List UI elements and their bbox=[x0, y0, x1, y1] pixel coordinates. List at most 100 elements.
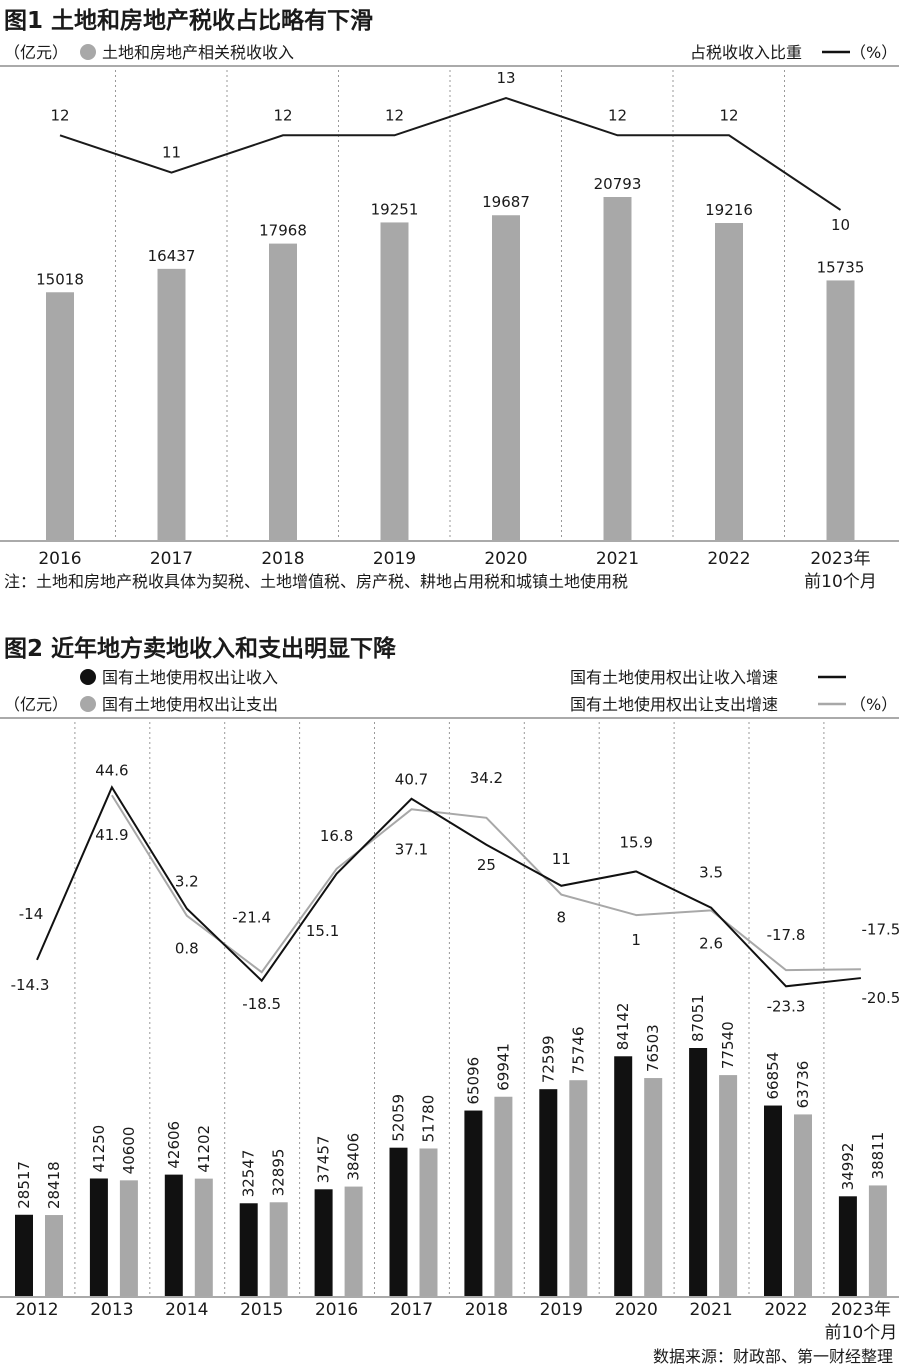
expense-bar-2019 bbox=[569, 1080, 588, 1296]
income-bar-label: 41250 bbox=[90, 1125, 108, 1173]
bar-2019 bbox=[380, 222, 409, 540]
x-tick-label: 2013 bbox=[90, 1300, 133, 1320]
line-label: 12 bbox=[385, 106, 404, 124]
bar-2020 bbox=[492, 215, 520, 540]
income-bar-label: 32547 bbox=[240, 1150, 258, 1198]
expense-bar-2012 bbox=[45, 1215, 63, 1296]
income-growth-label: 15.1 bbox=[306, 922, 339, 940]
x-tick-label: 2020 bbox=[615, 1300, 658, 1320]
bar-label: 19251 bbox=[371, 200, 419, 218]
income-bar-2014 bbox=[164, 1174, 183, 1296]
expense-growth-label: 8 bbox=[557, 909, 567, 927]
chart2-legend-income: 国有土地使用权出让收入 bbox=[102, 668, 278, 687]
income-growth-label: -20.5 bbox=[861, 989, 899, 1007]
income-growth-label: 40.7 bbox=[395, 771, 428, 789]
income-bar-label: 42606 bbox=[165, 1121, 183, 1169]
bar-label: 15018 bbox=[36, 270, 84, 288]
income-bar-2020 bbox=[614, 1056, 633, 1296]
expense-growth-label: -18.5 bbox=[242, 995, 281, 1013]
line-label: 12 bbox=[50, 106, 69, 124]
income-bar-2017 bbox=[389, 1147, 408, 1296]
income-bar-2013 bbox=[89, 1178, 108, 1296]
x-tick-label: 2019 bbox=[540, 1300, 583, 1320]
x-tick-sublabel: 前10个月 bbox=[825, 1323, 898, 1343]
legend-income-swatch bbox=[80, 669, 96, 685]
chart1-legend-line: 占税收收入比重 bbox=[690, 43, 802, 62]
x-tick-label: 2020 bbox=[484, 549, 527, 569]
chart1-unit-left: （亿元） bbox=[4, 43, 68, 62]
legend-bar-swatch bbox=[80, 44, 96, 60]
chart1-note: 注：土地和房地产税收具体为契税、土地增值税、房产税、耕地占用税和城镇土地使用税 bbox=[4, 572, 628, 591]
x-tick-label: 2022 bbox=[764, 1300, 807, 1320]
income-growth-label: 3.5 bbox=[699, 864, 723, 882]
income-growth-label: -23.3 bbox=[767, 997, 806, 1015]
expense-bar-2020 bbox=[644, 1078, 663, 1296]
income-growth-label: -14.3 bbox=[11, 976, 50, 994]
bar-2016 bbox=[46, 292, 74, 540]
bar-2021 bbox=[603, 197, 632, 540]
income-growth-label: 15.9 bbox=[619, 833, 652, 851]
income-bar-2012 bbox=[15, 1214, 33, 1296]
bar-label: 20793 bbox=[594, 175, 642, 193]
expense-bar-label: 38811 bbox=[869, 1132, 887, 1180]
x-tick-label: 2021 bbox=[596, 549, 639, 569]
x-tick-label: 2014 bbox=[165, 1300, 208, 1320]
line-label: 10 bbox=[831, 216, 850, 234]
income-bar-2019 bbox=[539, 1089, 558, 1296]
income-bar-label: 66854 bbox=[764, 1052, 782, 1100]
expense-bar-label: 76503 bbox=[644, 1024, 662, 1072]
income-growth-line bbox=[36, 785, 862, 988]
expense-bar-label: 75746 bbox=[569, 1026, 587, 1074]
expense-bar-label: 32895 bbox=[270, 1149, 288, 1197]
x-tick-sublabel: 前10个月 bbox=[804, 572, 877, 592]
expense-growth-label: 2.6 bbox=[699, 934, 723, 952]
expense-bar-2023年 bbox=[868, 1185, 887, 1296]
expense-growth-label: 34.2 bbox=[470, 769, 503, 787]
bar-label: 19216 bbox=[705, 201, 753, 219]
line-label: 12 bbox=[608, 106, 627, 124]
expense-growth-label: -17.8 bbox=[767, 926, 806, 944]
x-tick-label: 2016 bbox=[315, 1300, 358, 1320]
expense-bar-label: 77540 bbox=[719, 1021, 737, 1069]
chart2-title: 图2 近年地方卖地收入和支出明显下降 bbox=[4, 635, 397, 662]
expense-bar-label: 63736 bbox=[794, 1061, 812, 1109]
x-tick-label: 2017 bbox=[390, 1300, 433, 1320]
chart2-legend-expense-line: 国有土地使用权出让支出增速 bbox=[570, 695, 778, 714]
expense-bar-2016 bbox=[344, 1186, 363, 1296]
bar-2018 bbox=[269, 243, 297, 540]
income-growth-label: -21.4 bbox=[232, 909, 271, 927]
income-growth-label: 25 bbox=[477, 856, 496, 874]
expense-bar-label: 51780 bbox=[420, 1095, 438, 1143]
bar-label: 15735 bbox=[817, 258, 865, 276]
line-label: 13 bbox=[496, 69, 515, 87]
chart1-unit-right: （%） bbox=[850, 43, 897, 62]
legend-expense-swatch bbox=[80, 696, 96, 712]
x-tick-label: 2023年 bbox=[810, 549, 870, 569]
income-bar-2015 bbox=[239, 1203, 258, 1296]
x-tick-label: 2022 bbox=[707, 549, 750, 569]
line-label: 12 bbox=[719, 106, 738, 124]
x-tick-label: 2017 bbox=[150, 549, 193, 569]
expense-growth-label: -14 bbox=[19, 905, 44, 923]
income-bar-label: 52059 bbox=[390, 1094, 408, 1142]
bar-label: 17968 bbox=[259, 222, 307, 240]
income-bar-2021 bbox=[689, 1048, 708, 1296]
chart2-legend-income-line: 国有土地使用权出让收入增速 bbox=[570, 668, 778, 687]
expense-growth-label: 41.9 bbox=[95, 826, 128, 844]
chart1-title: 图1 土地和房地产税收占比略有下滑 bbox=[4, 7, 373, 34]
expense-growth-label: 0.8 bbox=[175, 940, 199, 958]
bar-2023年 bbox=[826, 280, 855, 540]
expense-growth-label: 37.1 bbox=[395, 840, 428, 858]
expense-bar-2018 bbox=[494, 1096, 513, 1296]
x-tick-label: 2019 bbox=[373, 549, 416, 569]
expense-growth-label: -17.5 bbox=[861, 920, 899, 938]
income-bar-label: 37457 bbox=[315, 1136, 333, 1184]
income-bar-label: 28517 bbox=[15, 1161, 33, 1209]
share-line bbox=[59, 96, 842, 211]
bar-label: 16437 bbox=[148, 247, 196, 265]
chart2-legend-expense: 国有土地使用权出让支出 bbox=[102, 695, 278, 714]
x-tick-label: 2018 bbox=[261, 549, 304, 569]
income-growth-label: 3.2 bbox=[175, 873, 199, 891]
chart2-source: 数据来源：财政部、第一财经整理 bbox=[653, 1347, 893, 1366]
